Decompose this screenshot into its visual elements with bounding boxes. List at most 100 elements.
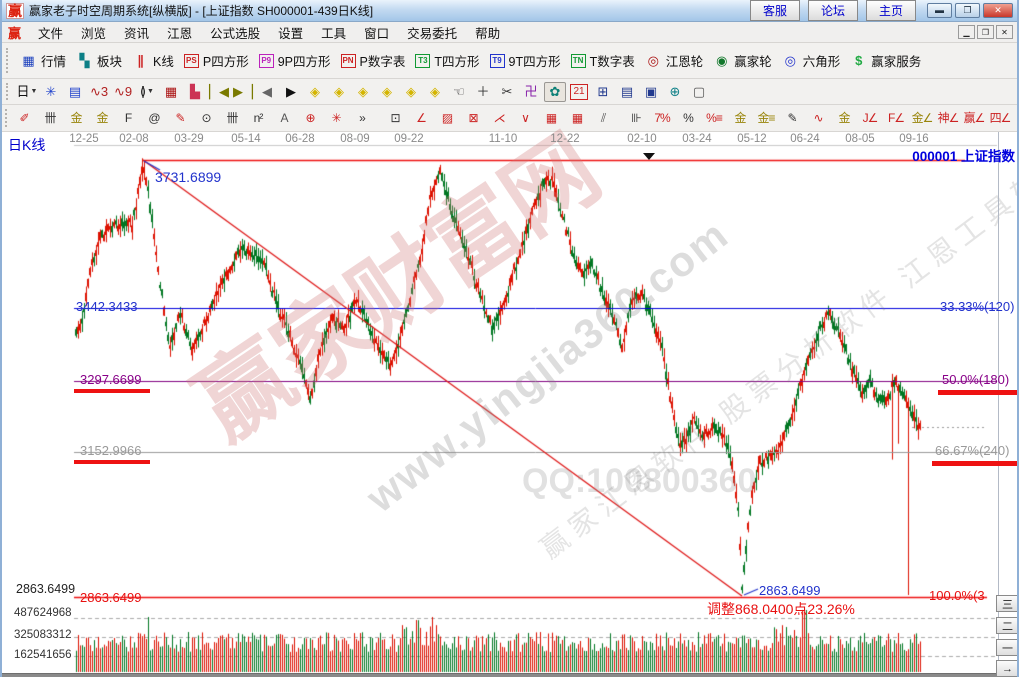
kline-candles-button[interactable]: ∥ K线 bbox=[132, 51, 174, 70]
wave-abc-icon[interactable]: ∿ bbox=[813, 111, 823, 125]
target-cross-icon[interactable]: ⊕ bbox=[305, 111, 315, 125]
network-sync-icon[interactable]: ⊕ bbox=[669, 84, 681, 99]
price-bars-icon[interactable]: ⊪ bbox=[631, 111, 641, 125]
square-grid2-icon[interactable]: ▦ bbox=[571, 111, 583, 125]
percent-7-icon[interactable]: 7% bbox=[654, 111, 670, 125]
nine-p-square-button[interactable]: P9 9P四方形 bbox=[258, 51, 331, 70]
p-square-button[interactable]: PS P四方形 bbox=[183, 51, 249, 70]
gann-box-icon[interactable]: ⊠ bbox=[468, 111, 478, 125]
menu-item[interactable]: 资讯 bbox=[124, 26, 150, 41]
calendar-icon[interactable]: 21 bbox=[570, 83, 588, 100]
spiral-icon[interactable]: @ bbox=[148, 111, 160, 125]
notes-icon[interactable]: ▤ bbox=[620, 84, 634, 99]
t-number-table-button[interactable]: TN T数字表 bbox=[570, 51, 635, 70]
homepage-button[interactable]: 主页 bbox=[865, 0, 916, 21]
menu-item[interactable]: 交易委托 bbox=[407, 26, 458, 41]
gold-underline-icon[interactable]: 金 bbox=[838, 111, 850, 125]
first-page-icon[interactable]: ▏◀ bbox=[209, 84, 229, 99]
fibo-grid-icon[interactable]: F bbox=[124, 111, 132, 125]
gann-wheel-button[interactable]: ◎ 江恩轮 bbox=[645, 51, 704, 70]
mdi-minimize-button[interactable]: ▁ bbox=[958, 25, 975, 39]
t-square-button[interactable]: T3 T四方形 bbox=[415, 51, 480, 70]
kline-canvas[interactable] bbox=[2, 132, 1017, 673]
menu-item[interactable]: 江恩 bbox=[167, 26, 193, 41]
gold-grid-icon[interactable]: 金 bbox=[70, 111, 82, 125]
forum-button[interactable]: 论坛 bbox=[807, 0, 858, 21]
minimize-button[interactable]: ▬ bbox=[927, 3, 952, 18]
winner-wheel-button[interactable]: ◉ 赢家轮 bbox=[713, 51, 772, 70]
pane-arrow-button[interactable]: → bbox=[996, 660, 1017, 677]
win-angle-icon[interactable]: 赢∠ bbox=[963, 111, 986, 125]
angle-lines-icon[interactable]: ⋌ bbox=[493, 111, 506, 125]
diamond-hmove-icon[interactable]: ◈ bbox=[358, 84, 368, 99]
prev-bar-icon[interactable]: ◀ bbox=[262, 84, 272, 99]
gold-lines-icon[interactable]: 金≡ bbox=[757, 111, 775, 125]
menu-item[interactable]: 帮助 bbox=[475, 26, 501, 41]
period-day-dropdown[interactable]: 日 ▼ bbox=[16, 84, 38, 99]
j-angle-icon[interactable]: J∠ bbox=[862, 111, 879, 125]
menu-item[interactable]: 公式选股 bbox=[210, 26, 261, 41]
pattern-grid-icon[interactable]: ▦ bbox=[164, 84, 178, 99]
shen-angle-icon[interactable]: 神∠ bbox=[937, 111, 960, 125]
annotate-pen-icon[interactable]: ✎ bbox=[787, 111, 797, 125]
menu-item[interactable]: 设置 bbox=[278, 26, 304, 41]
winner-service-button[interactable]: $ 赢家服务 bbox=[850, 51, 921, 70]
v-wave-icon[interactable]: ∨ bbox=[521, 111, 530, 125]
percent-lines-icon[interactable]: %≡ bbox=[706, 111, 723, 125]
menu-item[interactable]: 工具 bbox=[321, 26, 347, 41]
menu-item[interactable]: 浏览 bbox=[81, 26, 107, 41]
grid-ticks-icon[interactable]: 卌 bbox=[44, 111, 56, 125]
restore-button[interactable]: ❐ bbox=[955, 3, 980, 18]
pane-one-button[interactable]: 一 bbox=[996, 639, 1017, 656]
starburst-icon[interactable]: ✳ bbox=[331, 111, 341, 125]
gold-grid2-icon[interactable]: 金 bbox=[96, 111, 108, 125]
n-squared-icon[interactable]: n² bbox=[253, 111, 264, 125]
remote-pc-icon[interactable]: ▢ bbox=[692, 84, 706, 99]
customer-service-button[interactable]: 客服 bbox=[749, 0, 800, 21]
diamond-left-icon[interactable]: ◈ bbox=[310, 84, 320, 99]
chart-area[interactable]: 赢家财富网 www.yingjia360.com QQ:100800360 赢家… bbox=[2, 117, 1017, 677]
calculator-icon[interactable]: ⊞ bbox=[597, 84, 609, 99]
measure-compass-icon[interactable]: ✂ bbox=[501, 84, 513, 99]
spider-web-icon[interactable]: ✳ bbox=[45, 84, 57, 99]
wave-9-icon[interactable]: ∿9 bbox=[113, 84, 133, 99]
maze-tool-icon[interactable]: 卍 bbox=[524, 84, 538, 99]
gold-circle-icon[interactable]: 金 bbox=[734, 111, 746, 125]
gold-angle-icon[interactable]: 金∠ bbox=[911, 111, 934, 125]
close-button[interactable]: ✕ bbox=[983, 3, 1013, 18]
diamond-right-icon[interactable]: ◈ bbox=[334, 84, 344, 99]
wave-3-icon[interactable]: ∿3 bbox=[89, 84, 109, 99]
percent-icon[interactable]: % bbox=[683, 111, 694, 125]
gann-fan-icon[interactable]: ∠ bbox=[416, 111, 427, 125]
save-icon[interactable]: ▣ bbox=[644, 84, 658, 99]
hexagon-button[interactable]: ◎ 六角形 bbox=[782, 51, 841, 70]
info-list-icon[interactable]: ▤ bbox=[68, 84, 82, 99]
diamond-center-icon[interactable]: ◈ bbox=[430, 84, 440, 99]
candle-style-dropdown[interactable]: ≬ ▼ bbox=[140, 84, 154, 99]
brush-tool-icon[interactable]: ✐ bbox=[19, 111, 29, 125]
next-bar-icon[interactable]: ▶ bbox=[286, 84, 296, 99]
mirror-tool-icon[interactable]: A bbox=[280, 111, 288, 125]
pane-three-button[interactable]: 三 bbox=[996, 595, 1017, 612]
mdi-restore-button[interactable]: ❐ bbox=[977, 25, 994, 39]
pane-two-button[interactable]: 二 bbox=[996, 617, 1017, 634]
marker-pen-icon[interactable]: ✎ bbox=[175, 111, 185, 125]
parallel-lines-icon[interactable]: ⫽ bbox=[600, 111, 606, 125]
diamond-expand-icon[interactable]: ◈ bbox=[406, 84, 416, 99]
menu-item[interactable]: 窗口 bbox=[364, 26, 390, 41]
menu-item[interactable]: 文件 bbox=[38, 26, 64, 41]
crosshair-icon[interactable]: ＋ bbox=[476, 84, 490, 99]
more-tools-chevron[interactable]: » bbox=[359, 111, 366, 125]
ticks-icon[interactable]: 卌 bbox=[226, 111, 238, 125]
square-grid-icon[interactable]: ▦ bbox=[545, 111, 557, 125]
cycle-clock-icon[interactable]: ⊙ bbox=[201, 111, 211, 125]
si-angle-icon[interactable]: 四∠ bbox=[989, 111, 1012, 125]
pattern-match-icon[interactable]: ✿ bbox=[544, 81, 566, 102]
nine-t-square-button[interactable]: T9 9T四方形 bbox=[489, 51, 561, 70]
f-angle-icon[interactable]: F∠ bbox=[887, 111, 905, 125]
drag-hand-icon[interactable]: ☜ bbox=[453, 84, 465, 99]
mdi-close-button[interactable]: ✕ bbox=[996, 25, 1013, 39]
box-tool-icon[interactable]: ⊡ bbox=[390, 111, 400, 125]
p-number-table-button[interactable]: PN P数字表 bbox=[340, 51, 405, 70]
diamond-shrink-icon[interactable]: ◈ bbox=[382, 84, 392, 99]
